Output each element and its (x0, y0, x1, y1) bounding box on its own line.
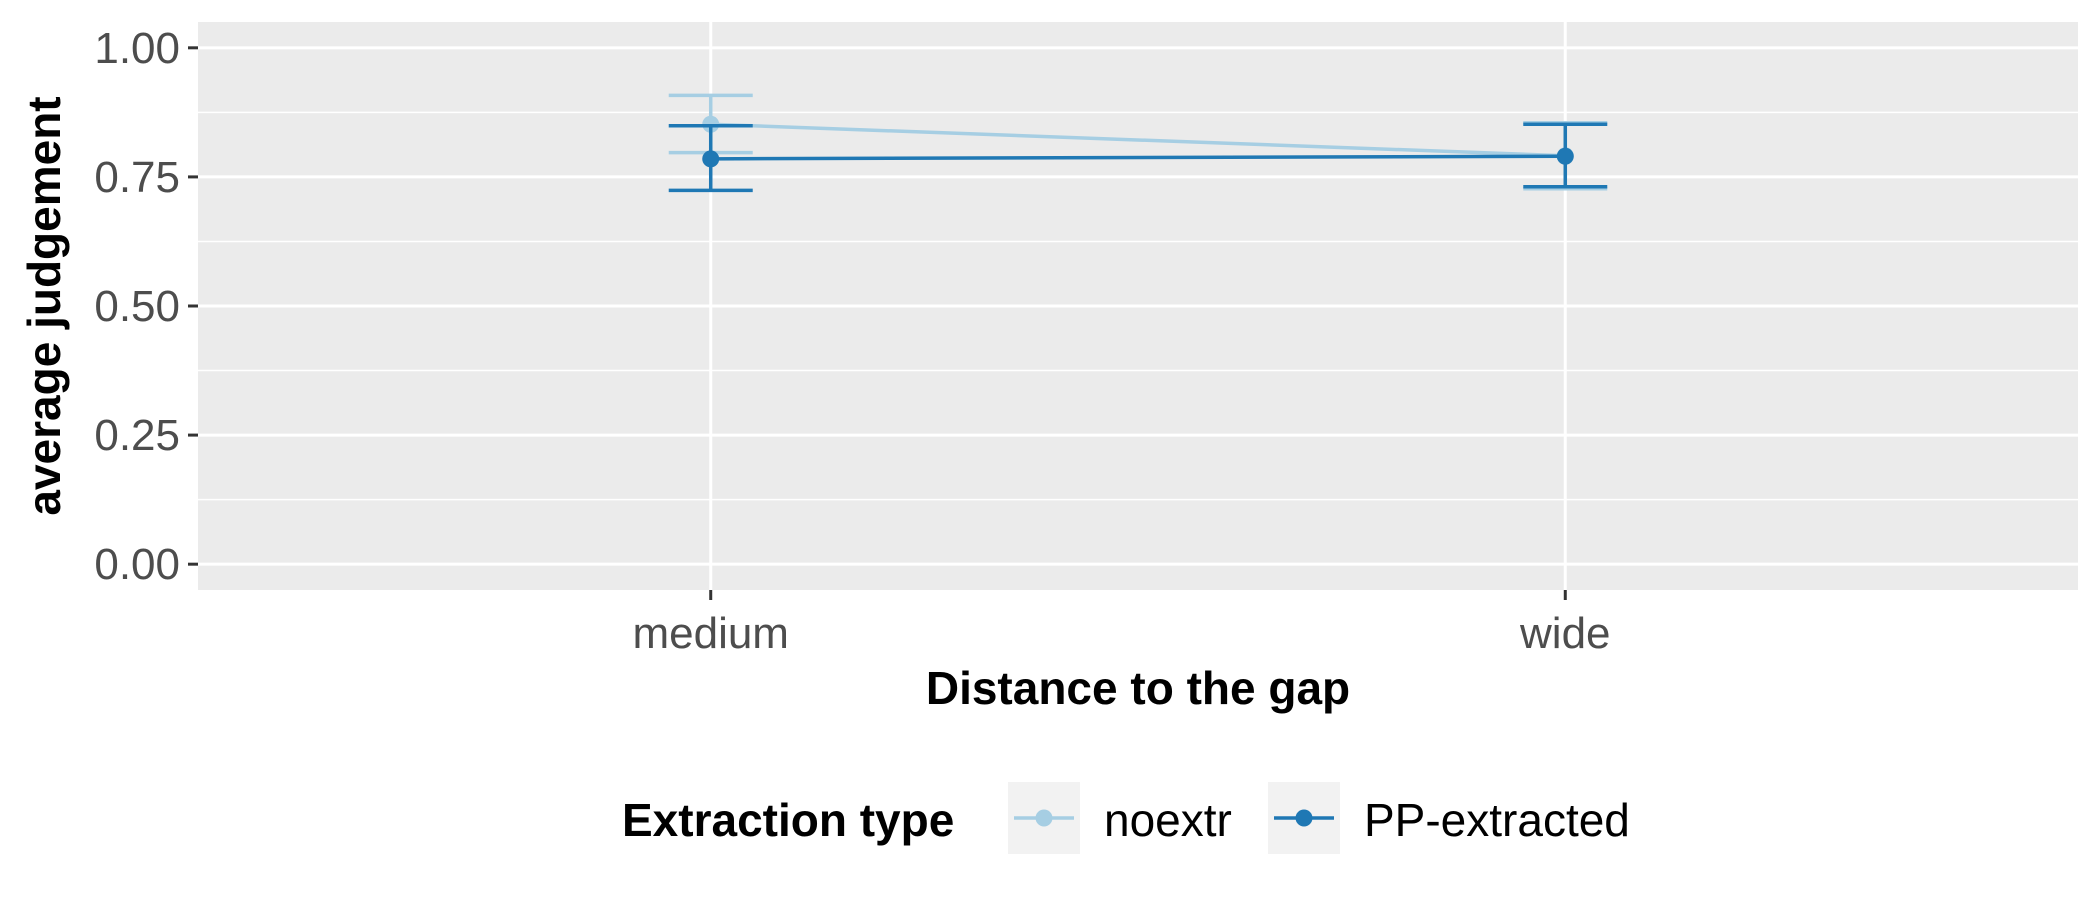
series-layer (668, 93, 1608, 193)
data-point (1556, 147, 1574, 165)
legend: Extraction type noextr PP-extracted (622, 782, 1630, 854)
legend-item-noextr: noextr (1008, 782, 1232, 854)
legend-title: Extraction type (622, 794, 954, 846)
y-tick-label: 0.00 (94, 540, 180, 589)
data-point (702, 150, 720, 168)
y-tick-label: 0.75 (94, 153, 180, 202)
grid-minor (198, 111, 2078, 501)
y-tick-label: 0.25 (94, 411, 180, 460)
legend-item-pp-extracted: PP-extracted (1268, 782, 1630, 854)
series-pp-extracted (668, 122, 1608, 193)
y-tick-label: 0.50 (94, 282, 180, 331)
x-tick-label: wide (1519, 609, 1611, 658)
x-axis: medium wide (632, 590, 1611, 658)
legend-label: PP-extracted (1364, 794, 1630, 846)
y-tick-label: 1.00 (94, 24, 180, 73)
legend-key-point (1295, 809, 1313, 827)
legend-items: noextr PP-extracted (1008, 782, 1630, 854)
legend-key-point (1035, 809, 1053, 827)
y-axis: 0.00 0.25 0.50 0.75 1.00 (94, 24, 198, 589)
series-line (710, 154, 1566, 161)
y-axis-title: average judgement (18, 96, 70, 515)
series-line (710, 122, 1566, 158)
x-tick-label: medium (632, 609, 789, 658)
legend-label: noextr (1104, 794, 1232, 846)
x-axis-title: Distance to the gap (926, 662, 1350, 714)
grid-major (198, 22, 2078, 590)
